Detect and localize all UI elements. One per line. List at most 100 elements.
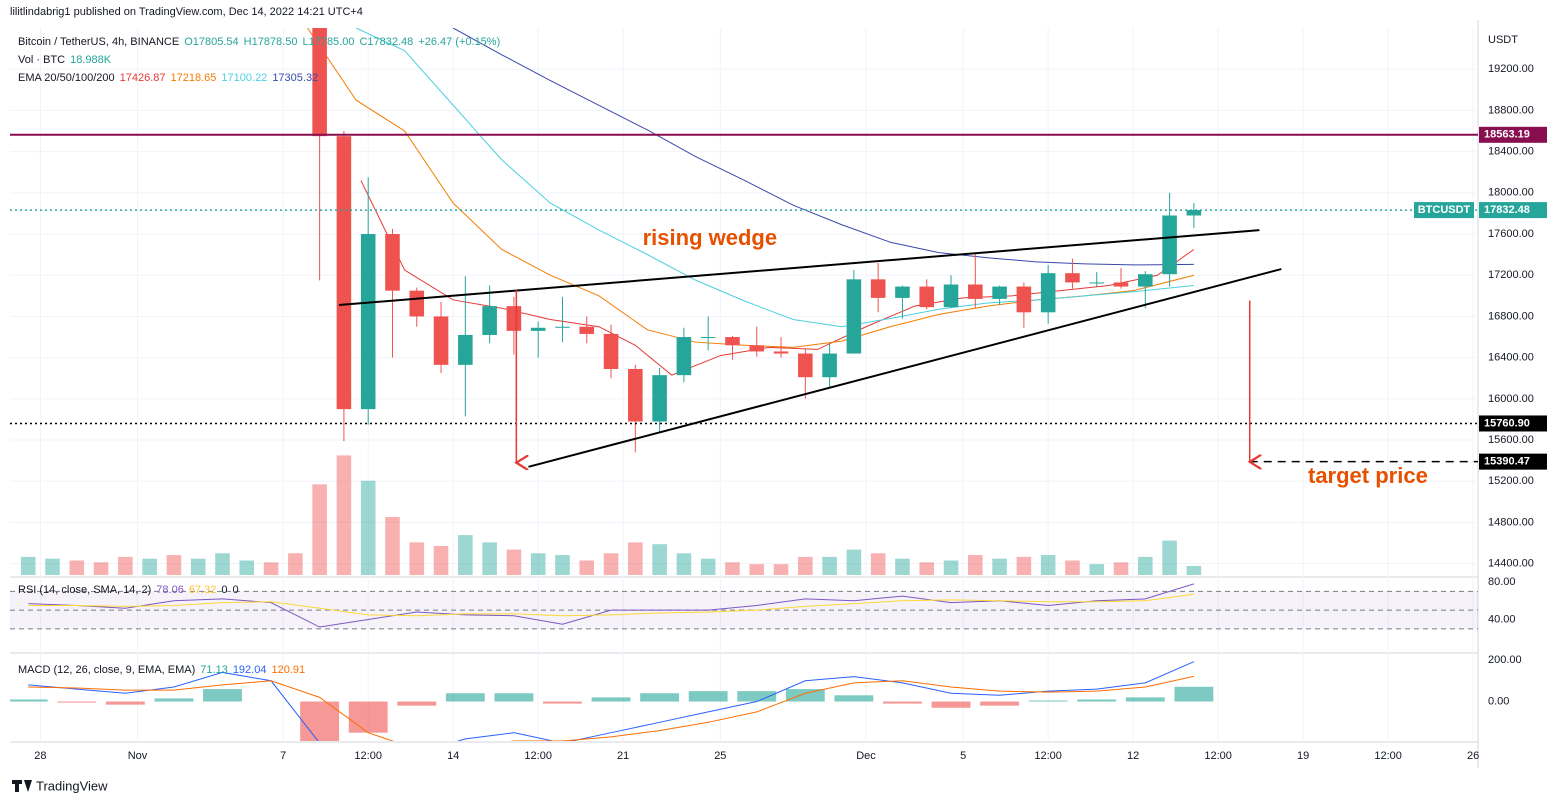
price-label-box: [1479, 415, 1547, 432]
price-label: 18563.19: [1484, 129, 1530, 141]
y-tick-label: 14800.00: [1488, 516, 1534, 528]
volume-bar: [506, 549, 522, 575]
volume-bar: [943, 560, 959, 575]
candle-body: [749, 345, 765, 352]
volume-bar: [700, 558, 716, 575]
price-label-box: [1479, 202, 1547, 219]
volume-bar: [1016, 556, 1032, 575]
rsi-line: [28, 593, 1194, 617]
candle-body: [1162, 215, 1177, 275]
candle-body: [603, 333, 619, 369]
volume-bar: [93, 562, 109, 575]
y-tick-label: 17600.00: [1488, 228, 1534, 240]
candle-body: [1113, 282, 1129, 287]
ema-value: 17100.22: [221, 72, 268, 84]
footer-brand: TradingView: [36, 778, 108, 793]
candle-body: [822, 353, 837, 378]
volume-bar: [69, 560, 85, 575]
macd-histogram: [1174, 686, 1214, 702]
x-tick-label: 5: [960, 750, 966, 762]
candle-body: [482, 306, 497, 335]
axis-unit: USDT: [1488, 34, 1518, 46]
macd-histogram: [57, 701, 97, 703]
macd-legend: MACD (12, 26, close, 9, EMA, EMA) 71.13 19…: [18, 664, 310, 676]
volume-bar: [385, 517, 400, 575]
macd-histogram: [203, 689, 242, 702]
volume-bar: [118, 556, 133, 575]
rsi-value: 67.32: [188, 584, 217, 596]
macd-histogram: [591, 697, 631, 702]
volume-bar: [555, 555, 570, 575]
candle-body: [895, 286, 910, 298]
pane: [10, 583, 1478, 630]
symbol-legend: Bitcoin / TetherUS, 4h, BINANCE O17805.54…: [18, 36, 505, 48]
volume-legend: Vol · BTC 18.988K: [18, 54, 116, 66]
macd-value: 120.91: [271, 664, 306, 676]
candle-body: [725, 337, 740, 346]
x-tick-label: 19: [1297, 750, 1309, 762]
volume-bar: [1186, 565, 1202, 575]
logo: [12, 780, 32, 792]
x-tick-label: 12:00: [524, 750, 552, 762]
y-tick-label: 17200.00: [1488, 269, 1534, 281]
candle-body: [385, 234, 400, 291]
volume-bar: [1113, 562, 1129, 575]
ema-line: [307, 28, 1194, 348]
macd-histogram: [10, 699, 48, 702]
candle-body: [433, 316, 449, 365]
volume-bar: [360, 480, 376, 575]
y-tick-label: 16800.00: [1488, 310, 1534, 322]
y-tick-label: 15200.00: [1488, 475, 1534, 487]
price-label: 17832.48: [1484, 204, 1530, 216]
rsi-value: 0: [221, 584, 228, 596]
volume-bar: [798, 556, 813, 575]
volume-bar: [263, 562, 279, 575]
volume-bar: [579, 560, 595, 575]
y-tick-label: 16400.00: [1488, 352, 1534, 364]
y-tick-label: 18400.00: [1488, 146, 1534, 158]
ema-value: 17305.32: [272, 72, 319, 84]
symbol-label-box: [1414, 202, 1474, 219]
volume-label: Vol · BTC: [18, 54, 66, 66]
macd-histogram: [348, 701, 388, 733]
candle-body: [458, 334, 473, 365]
macd-histogram: [154, 698, 194, 702]
rsi-legend: RSI (14, close, SMA, 14, 2) 78.06 67.32 0 0: [18, 584, 244, 596]
candle-body: [798, 353, 813, 378]
symbol: Bitcoin / TetherUS, 4h, BINANCE: [18, 36, 180, 48]
volume-bar: [1089, 564, 1105, 575]
macd-histogram: [494, 693, 534, 702]
volume-bar: [458, 535, 473, 575]
volume-bar: [1065, 560, 1080, 575]
macd-histogram: [688, 691, 728, 702]
macd-label: MACD (12, 26, close, 9, EMA, EMA): [18, 664, 196, 676]
candle-body: [312, 28, 327, 137]
volume-bar: [603, 553, 619, 575]
candle-body: [919, 286, 935, 308]
x-tick-label: 26: [1467, 750, 1479, 762]
volume-bar: [409, 542, 425, 575]
candle-body: [360, 234, 376, 410]
volume-bar: [1040, 555, 1056, 575]
volume-bar: [846, 549, 862, 575]
volume-bar: [676, 553, 692, 575]
macd-value: 71.13: [200, 664, 228, 676]
macd-histogram: [931, 701, 971, 708]
y-tick-label: 16000.00: [1488, 393, 1534, 405]
volume-bar: [968, 555, 983, 575]
macd-histogram: [300, 701, 340, 741]
trendline: [338, 229, 1260, 306]
candle-body: [870, 279, 886, 298]
ema-legend: EMA 20/50/100/200 17426.87 17218.65 17100.2…: [18, 72, 328, 84]
ema-value: 17218.65: [170, 72, 217, 84]
volume-value: 18.988K: [70, 54, 112, 66]
volume-bar: [190, 558, 206, 575]
volume-bar: [215, 553, 230, 575]
ema-label: EMA 20/50/100/200: [18, 72, 115, 84]
macd-value: 192.04: [232, 664, 267, 676]
rsi-value: 78.06: [156, 584, 184, 596]
y-tick-label: 80.00: [1488, 576, 1516, 588]
volume-bar: [1138, 556, 1153, 575]
volume-bar: [336, 455, 352, 575]
